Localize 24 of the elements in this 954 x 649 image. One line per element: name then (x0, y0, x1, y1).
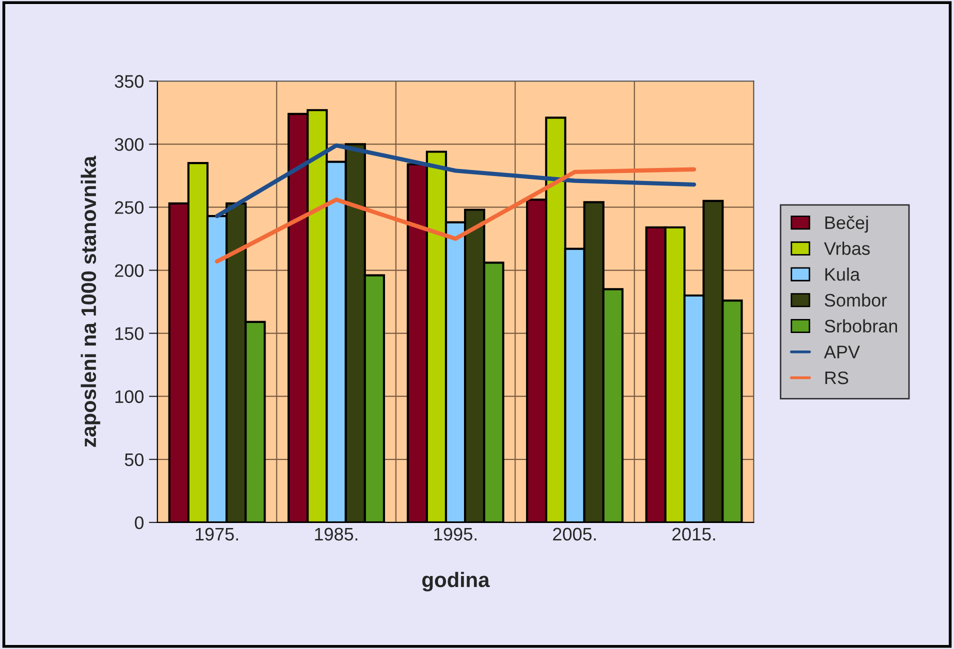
x-tick-label: 2015. (672, 528, 715, 541)
legend-label: Vrbas (824, 242, 870, 255)
line-series (214, 143, 696, 218)
legend-label: Srbobran (824, 319, 898, 333)
y-tick-label: 200 (115, 264, 144, 277)
x-tick-label: 1975. (196, 528, 238, 541)
x-tick-label: 1985. (315, 528, 358, 541)
x-tick-label: 1995. (434, 528, 476, 541)
legend-label: RS (825, 371, 848, 384)
y-tick-label: 250 (115, 201, 144, 214)
legend-label: APV (824, 346, 860, 358)
y-tick-label: 100 (115, 390, 144, 404)
legend-label: Bečej (825, 216, 868, 233)
y-axis-title: zaposleni na 1000 stanovnika (80, 156, 100, 447)
y-tick-label: 50 (124, 453, 144, 466)
x-axis-title: godina (422, 572, 490, 592)
y-tick-label: 150 (115, 327, 144, 340)
x-tick-label: 2005. (553, 528, 596, 541)
y-tick-label: 300 (114, 138, 144, 151)
legend-label: Kula (825, 268, 860, 281)
y-tick-label: 0 (134, 516, 144, 530)
y-tick-label: 350 (114, 75, 144, 88)
legend-label: Sombor (824, 293, 887, 307)
line-series (214, 167, 696, 264)
